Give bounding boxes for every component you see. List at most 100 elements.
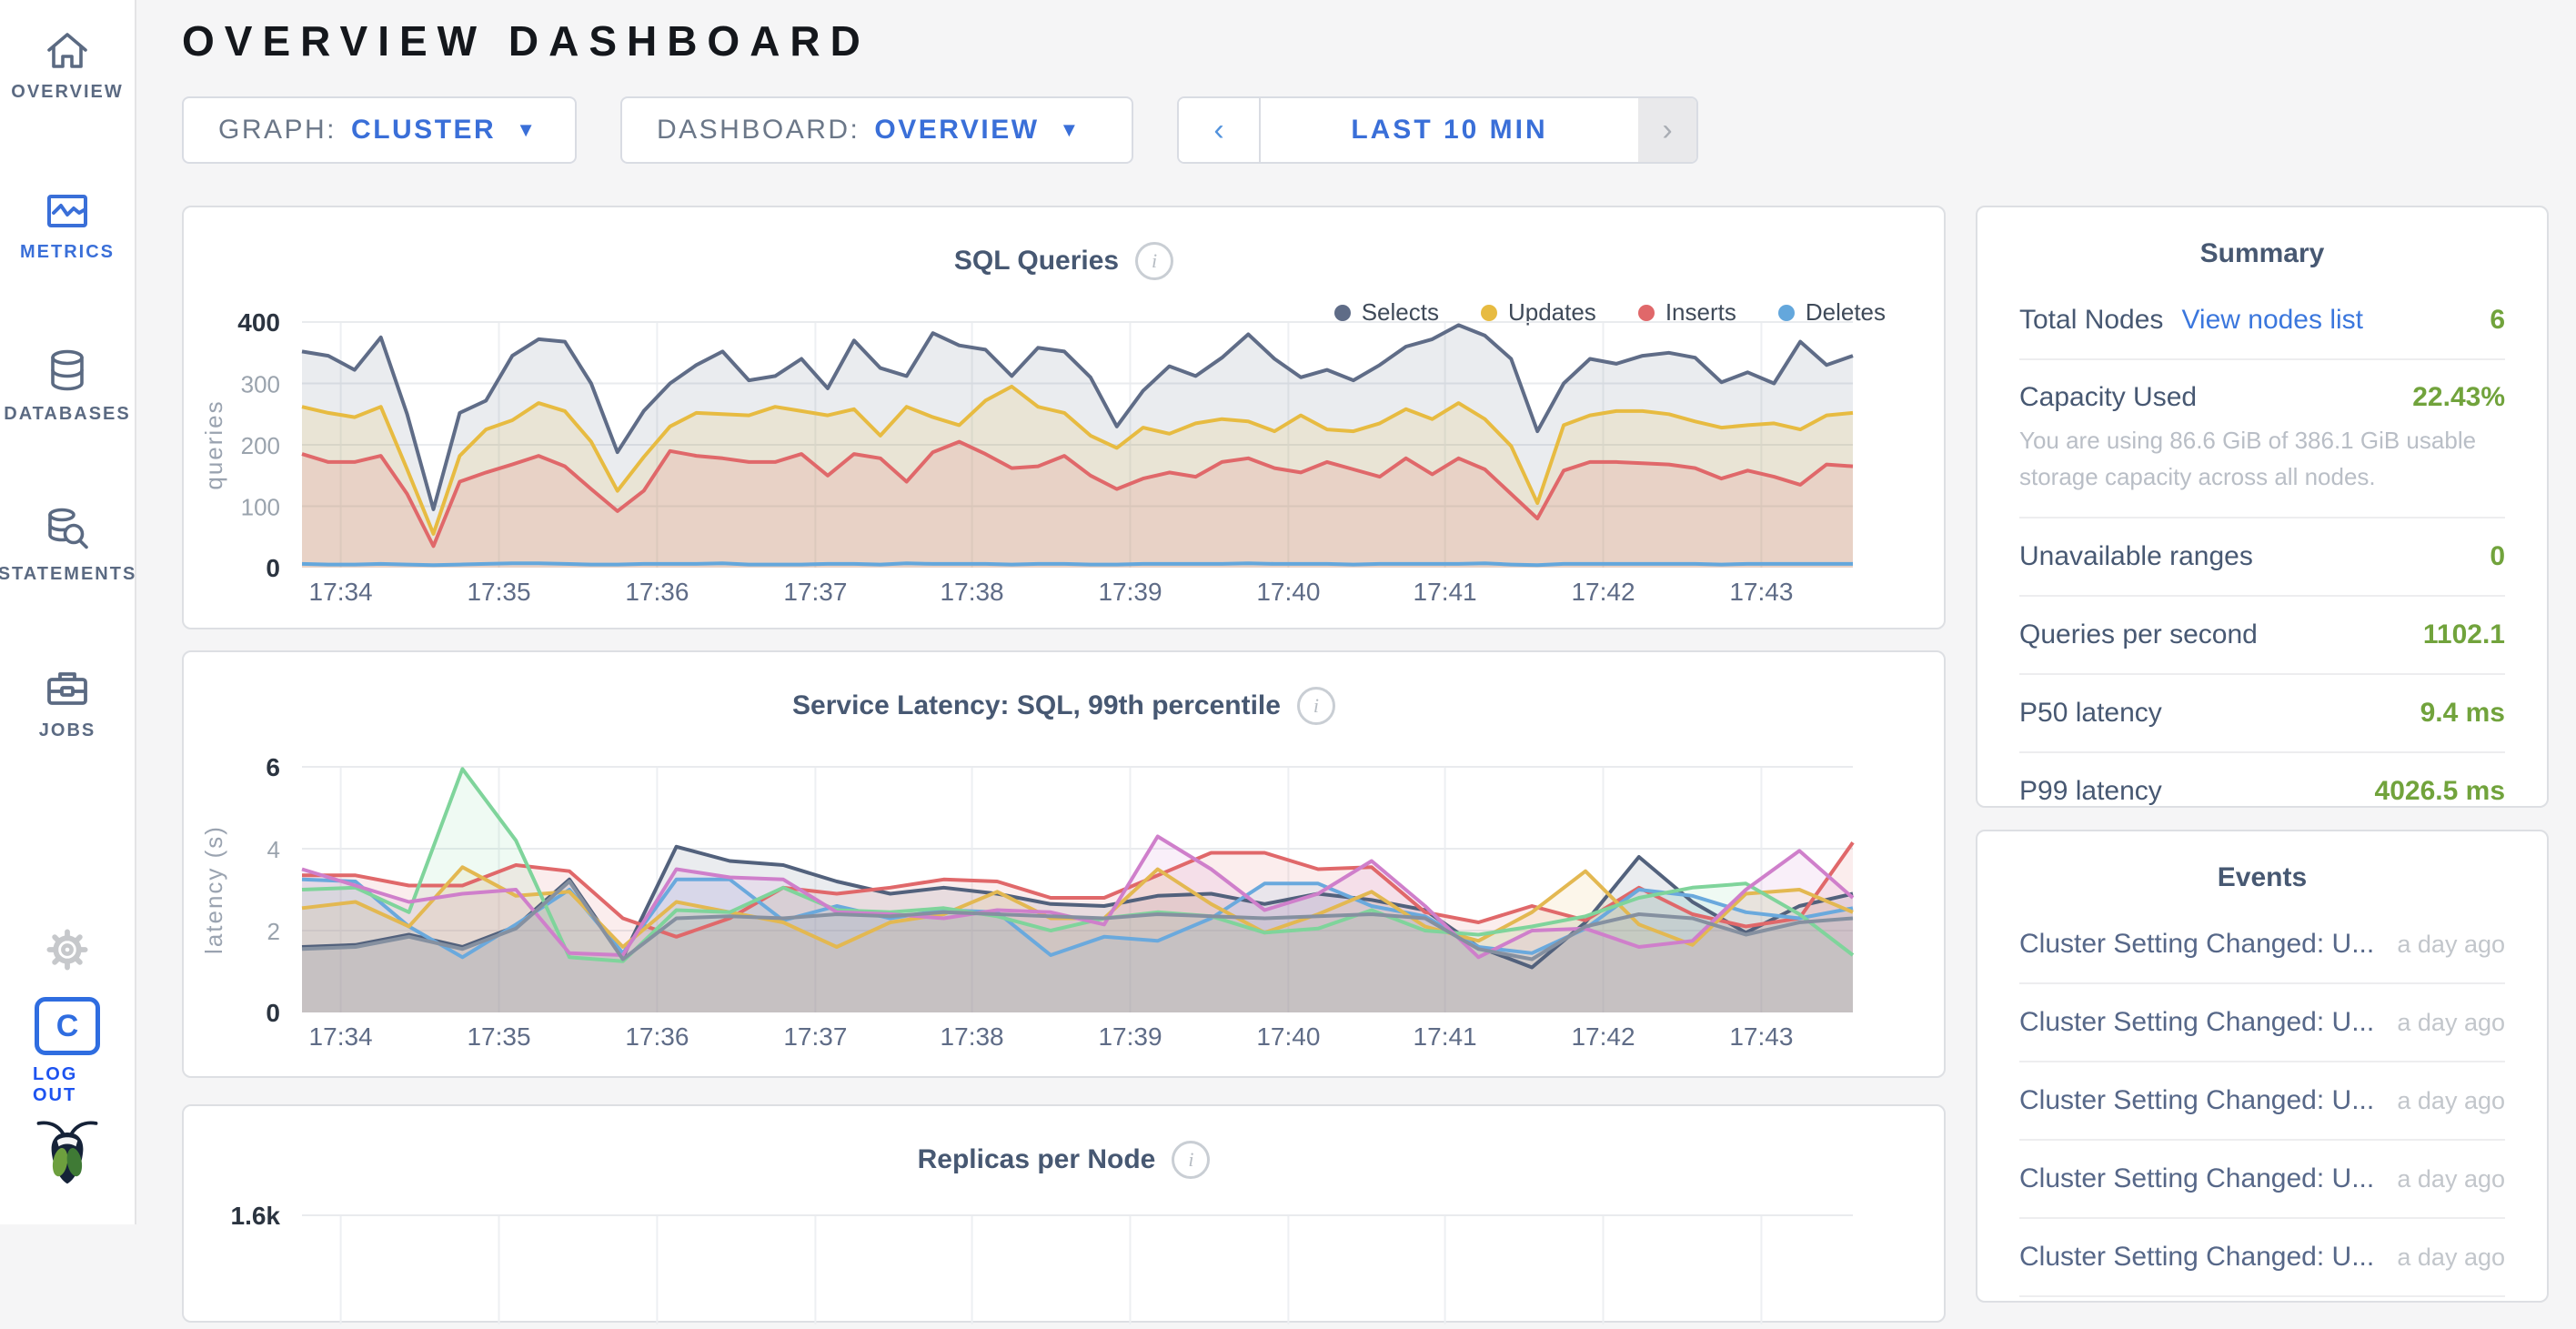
svg-text:queries: queries [200,399,227,489]
svg-text:17:39: 17:39 [1098,1022,1162,1051]
chevron-down-icon: ▼ [1059,118,1082,141]
svg-text:17:42: 17:42 [1571,1022,1635,1051]
legend-dot [1637,304,1655,321]
sidebar-item-label: DATABASES [4,404,131,424]
event-time: a day ago [2397,1009,2505,1036]
svg-text:300: 300 [241,371,280,398]
statements-search-icon [48,508,88,549]
event-label: Cluster Setting Changed: U... [2019,1085,2375,1115]
svg-text:17:34: 17:34 [309,1022,373,1051]
event-row[interactable]: Cluster Setting Changed: U... a day ago [2019,1141,2505,1219]
cockroach-bug-icon [36,1121,98,1184]
page-title: OVERVIEW DASHBOARD [182,17,870,65]
sql-queries-chart-card: SQL Queries i Selects Updates Inserts De… [182,206,1946,629]
qps-value: 1102.1 [2422,619,2505,649]
replicas-per-node-chart-plot[interactable]: 1.6k [184,1193,1944,1329]
summary-row-p99: P99 latency 4026.5 ms [2019,753,2505,830]
sql-queries-chart-plot[interactable]: 0 100 200 300 400 17:34 17:35 17:36 17:37 17:38 17… [184,295,1944,636]
event-time: a day ago [2397,1165,2505,1193]
event-row[interactable]: Cluster Setting Changed: U... a day ago [2019,1062,2505,1141]
sidebar-item-statements[interactable]: STATEMENTS [0,506,135,585]
svg-text:17:40: 17:40 [1256,1022,1320,1051]
svg-text:6: 6 [266,753,280,781]
replicas-per-node-chart-card: Replicas per Node i 1.6k [182,1104,1946,1324]
sidebar-item-label: METRICS [20,242,115,262]
qps-label: Queries per second [2019,619,2258,649]
svg-text:17:36: 17:36 [625,578,689,606]
settings-gear-button[interactable] [40,922,95,977]
sidebar-item-overview[interactable]: OVERVIEW [0,27,135,103]
legend-dot [1777,304,1795,321]
time-prev-button[interactable]: ‹ [1179,98,1261,162]
svg-text:17:41: 17:41 [1414,1022,1477,1051]
event-row[interactable]: Cluster Setting Changed: U... a day ago [2019,984,2505,1062]
capacity-value: 22.43% [2412,382,2505,412]
time-range-value[interactable]: LAST 10 MIN [1351,115,1548,145]
summary-row-qps: Queries per second 1102.1 [2019,597,2505,675]
p50-latency-value: 9.4 ms [2420,698,2505,728]
legend-dot [1480,304,1497,321]
svg-text:17:36: 17:36 [625,1022,689,1051]
svg-text:200: 200 [241,432,280,459]
svg-text:1.6k: 1.6k [231,1202,281,1230]
database-icon [51,349,84,391]
info-icon[interactable]: i [1135,242,1174,280]
sidebar-item-label: STATEMENTS [0,564,137,584]
svg-text:17:35: 17:35 [467,578,530,606]
metrics-chart-icon [47,195,87,227]
event-label: Cluster Setting Changed: U... [2019,929,2375,959]
event-row[interactable]: Cluster Setting Changed: U... a day ago [2019,1219,2505,1297]
event-time: a day ago [2397,1243,2505,1271]
svg-text:17:37: 17:37 [783,1022,847,1051]
info-icon[interactable]: i [1296,687,1335,725]
events-title: Events [2217,862,2308,892]
briefcase-icon [47,672,87,705]
cockroachdb-logo[interactable] [35,1115,100,1199]
svg-text:17:38: 17:38 [941,578,1004,606]
summary-title: Summary [2199,238,2325,268]
svg-text:17:42: 17:42 [1571,578,1635,606]
graph-dropdown[interactable]: GRAPH: CLUSTER ▼ [182,96,577,164]
svg-text:100: 100 [241,494,280,521]
service-latency-chart-plot[interactable]: 0 2 4 6 17:34 17:35 17:36 17:37 17:38 17:39 17:40 1… [184,740,1944,1081]
view-nodes-list-link[interactable]: View nodes list [2181,305,2363,335]
svg-text:17:34: 17:34 [309,578,373,606]
sidebar: OVERVIEW METRICS DATABASES STATEMENTS JO… [0,0,136,1224]
p99-latency-value: 4026.5 ms [2374,776,2505,806]
logout-button[interactable]: C LOG OUT [33,997,102,1106]
capacity-label: Capacity Used [2019,382,2198,412]
summary-panel: Summary Total Nodes View nodes list 6 Ca… [1976,206,2549,808]
svg-text:17:43: 17:43 [1729,1022,1793,1051]
sidebar-item-jobs[interactable]: JOBS [0,666,135,741]
chart-title: SQL Queries [953,246,1120,276]
dashboard-dropdown[interactable]: DASHBOARD: OVERVIEW ▼ [620,96,1133,164]
svg-text:2: 2 [267,918,280,945]
sidebar-item-databases[interactable]: DATABASES [0,347,135,425]
svg-text:17:38: 17:38 [941,1022,1004,1051]
event-row[interactable]: Cluster Setting Changed: U... a day ago [2019,906,2505,984]
svg-text:17:43: 17:43 [1729,578,1793,606]
summary-row-total-nodes: Total Nodes View nodes list 6 [2019,282,2505,360]
unavailable-ranges-label: Unavailable ranges [2019,541,2253,571]
service-latency-chart-card: Service Latency: SQL, 99th percentile i … [182,650,1946,1078]
unavailable-ranges-value: 0 [2490,541,2505,571]
p50-latency-label: P50 latency [2019,698,2162,728]
svg-text:0: 0 [266,999,280,1027]
summary-row-p50: P50 latency 9.4 ms [2019,675,2505,753]
sidebar-item-metrics[interactable]: METRICS [0,189,135,263]
svg-text:17:39: 17:39 [1098,578,1162,606]
time-next-button[interactable]: › [1638,98,1696,162]
svg-text:latency (s): latency (s) [200,825,227,954]
graph-dropdown-label: GRAPH: [218,115,337,145]
info-icon[interactable]: i [1172,1141,1211,1179]
chart-title: Replicas per Node [917,1144,1156,1174]
dashboard-dropdown-label: DASHBOARD: [657,115,860,145]
event-label: Cluster Setting Changed: U... [2019,1242,2375,1272]
summary-row-capacity: Capacity Used 22.43% You are using 86.6 … [2019,360,2505,519]
chevron-down-icon: ▼ [516,118,538,141]
svg-text:17:40: 17:40 [1256,578,1320,606]
total-nodes-value: 6 [2490,305,2505,335]
logout-label: LOG OUT [33,1064,78,1105]
graph-dropdown-value: CLUSTER [351,115,497,145]
event-time: a day ago [2397,1087,2505,1114]
